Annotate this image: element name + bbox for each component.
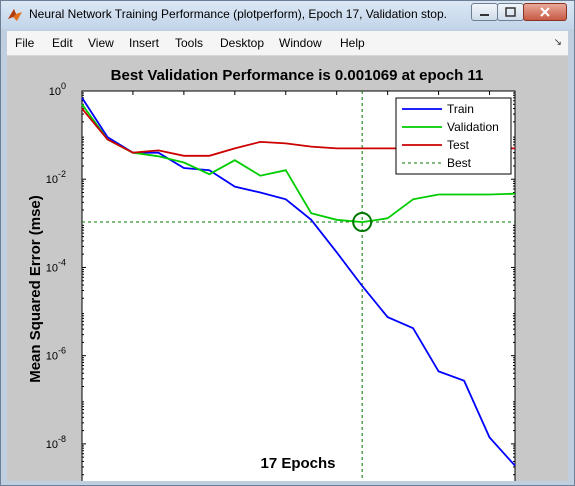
series-line-train (81, 97, 516, 467)
menu-edit[interactable]: Edit (52, 36, 73, 50)
matlab-icon (8, 9, 22, 21)
menu-desktop[interactable]: Desktop (220, 36, 265, 50)
y-tick-label: 10-2 (46, 169, 66, 186)
title-bar[interactable]: Neural Network Training Performance (plo… (1, 1, 574, 29)
minimize-button[interactable] (471, 3, 498, 21)
best-marker-circle (352, 212, 373, 233)
maximize-button[interactable] (497, 3, 524, 21)
maximize-icon (505, 7, 516, 17)
legend: Train Validation Test Best (395, 97, 512, 175)
menu-window[interactable]: Window (279, 36, 322, 50)
best-lines (82, 91, 515, 486)
menu-tools[interactable]: Tools (175, 36, 204, 50)
y-tick-label: 10-6 (46, 346, 66, 363)
legend-label: Test (447, 138, 470, 152)
dock-arrow-icon[interactable]: ↘ (553, 37, 562, 48)
legend-box (395, 97, 512, 175)
figure-area: Best Validation Performance is 0.001069 … (7, 56, 568, 486)
chart-title: Best Validation Performance is 0.001069 … (111, 67, 484, 84)
close-button[interactable] (523, 3, 567, 21)
menu-insert[interactable]: Insert (129, 36, 160, 50)
y-axis-label: Mean Squared Error (mse) (27, 195, 44, 383)
menu-file[interactable]: File (15, 36, 35, 50)
close-icon (540, 7, 550, 17)
series-line-validation (81, 103, 516, 224)
menu-view[interactable]: View (88, 36, 114, 50)
performance-chart: Best Validation Performance is 0.001069 … (27, 67, 516, 486)
y-tick-label: 10-4 (46, 257, 66, 274)
legend-label: Best (447, 156, 472, 170)
window-title: Neural Network Training Performance (plo… (29, 7, 447, 21)
menu-bar: File Edit View Insert Tools Desktop Wind… (7, 31, 568, 56)
y-tick-label: 10-8 (46, 434, 66, 451)
minimize-icon (480, 14, 489, 16)
x-axis-label: 17 Epochs (260, 455, 335, 472)
y-tick-label: 100 (49, 81, 66, 98)
legend-label: Train (447, 102, 474, 116)
legend-label: Validation (447, 120, 499, 134)
menu-help[interactable]: Help (340, 36, 365, 50)
